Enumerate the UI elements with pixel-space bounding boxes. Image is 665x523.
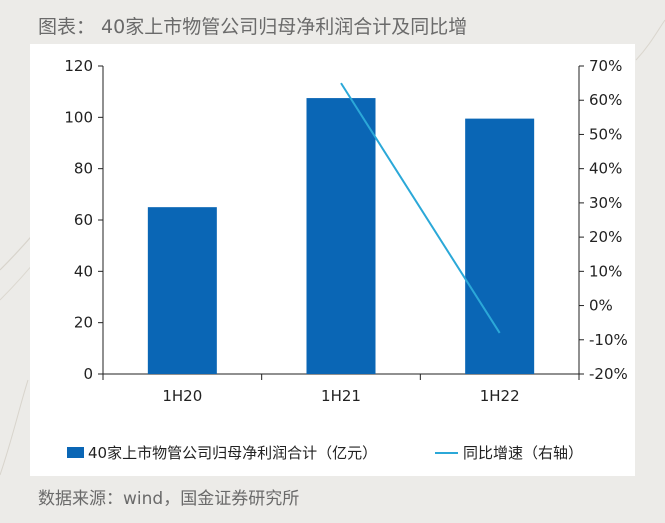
legend-line-label: 同比增速（右轴） <box>463 444 583 462</box>
growth-line <box>340 82 501 334</box>
left-axis-tick-label: 20 <box>74 314 93 332</box>
x-axis-tick-label: 1H20 <box>162 387 202 405</box>
left-axis-tick-label: 40 <box>74 262 93 280</box>
left-axis-tick-label: 60 <box>74 211 93 229</box>
bar <box>147 207 217 374</box>
right-axis-tick-label: -20% <box>589 365 628 383</box>
left-axis-tick-label: 0 <box>83 365 93 383</box>
right-axis-tick-label: 40% <box>589 160 622 178</box>
right-axis-tick-label: -10% <box>589 331 628 349</box>
left-axis-tick-label: 80 <box>74 160 93 178</box>
source-note: 数据来源：wind，国金证券研究所 <box>38 489 300 509</box>
legend-bar-label: 40家上市物管公司归母净利润合计（亿元） <box>88 444 377 462</box>
chart-panel: 0 20 40 60 80 100 120 -20% -10% 0% 10% 20% 30% 40% 50%… <box>30 44 635 476</box>
left-axis-tick-label: 120 <box>64 57 93 75</box>
right-axis-tick-label: 20% <box>589 228 622 246</box>
right-axis-tick-label: 50% <box>589 125 622 143</box>
legend-bar-swatch <box>67 447 84 458</box>
left-axis-tick-label: 100 <box>64 108 93 126</box>
right-axis-tick-label: 70% <box>589 57 622 75</box>
right-axis-tick-label: 10% <box>589 262 622 280</box>
x-axis-tick-label: 1H22 <box>480 387 520 405</box>
bar <box>306 98 376 375</box>
bar <box>465 118 535 374</box>
x-axis-tick-label: 1H21 <box>321 387 361 405</box>
right-axis-tick-label: 30% <box>589 194 622 212</box>
chart-title: 图表： 40家上市物管公司归母净利润合计及同比增 <box>38 16 468 38</box>
chart-svg: 0 20 40 60 80 100 120 -20% -10% 0% 10% 20% 30% 40% 50%… <box>64 57 628 462</box>
right-axis-tick-label: 0% <box>589 297 613 315</box>
right-axis-tick-label: 60% <box>589 91 622 109</box>
